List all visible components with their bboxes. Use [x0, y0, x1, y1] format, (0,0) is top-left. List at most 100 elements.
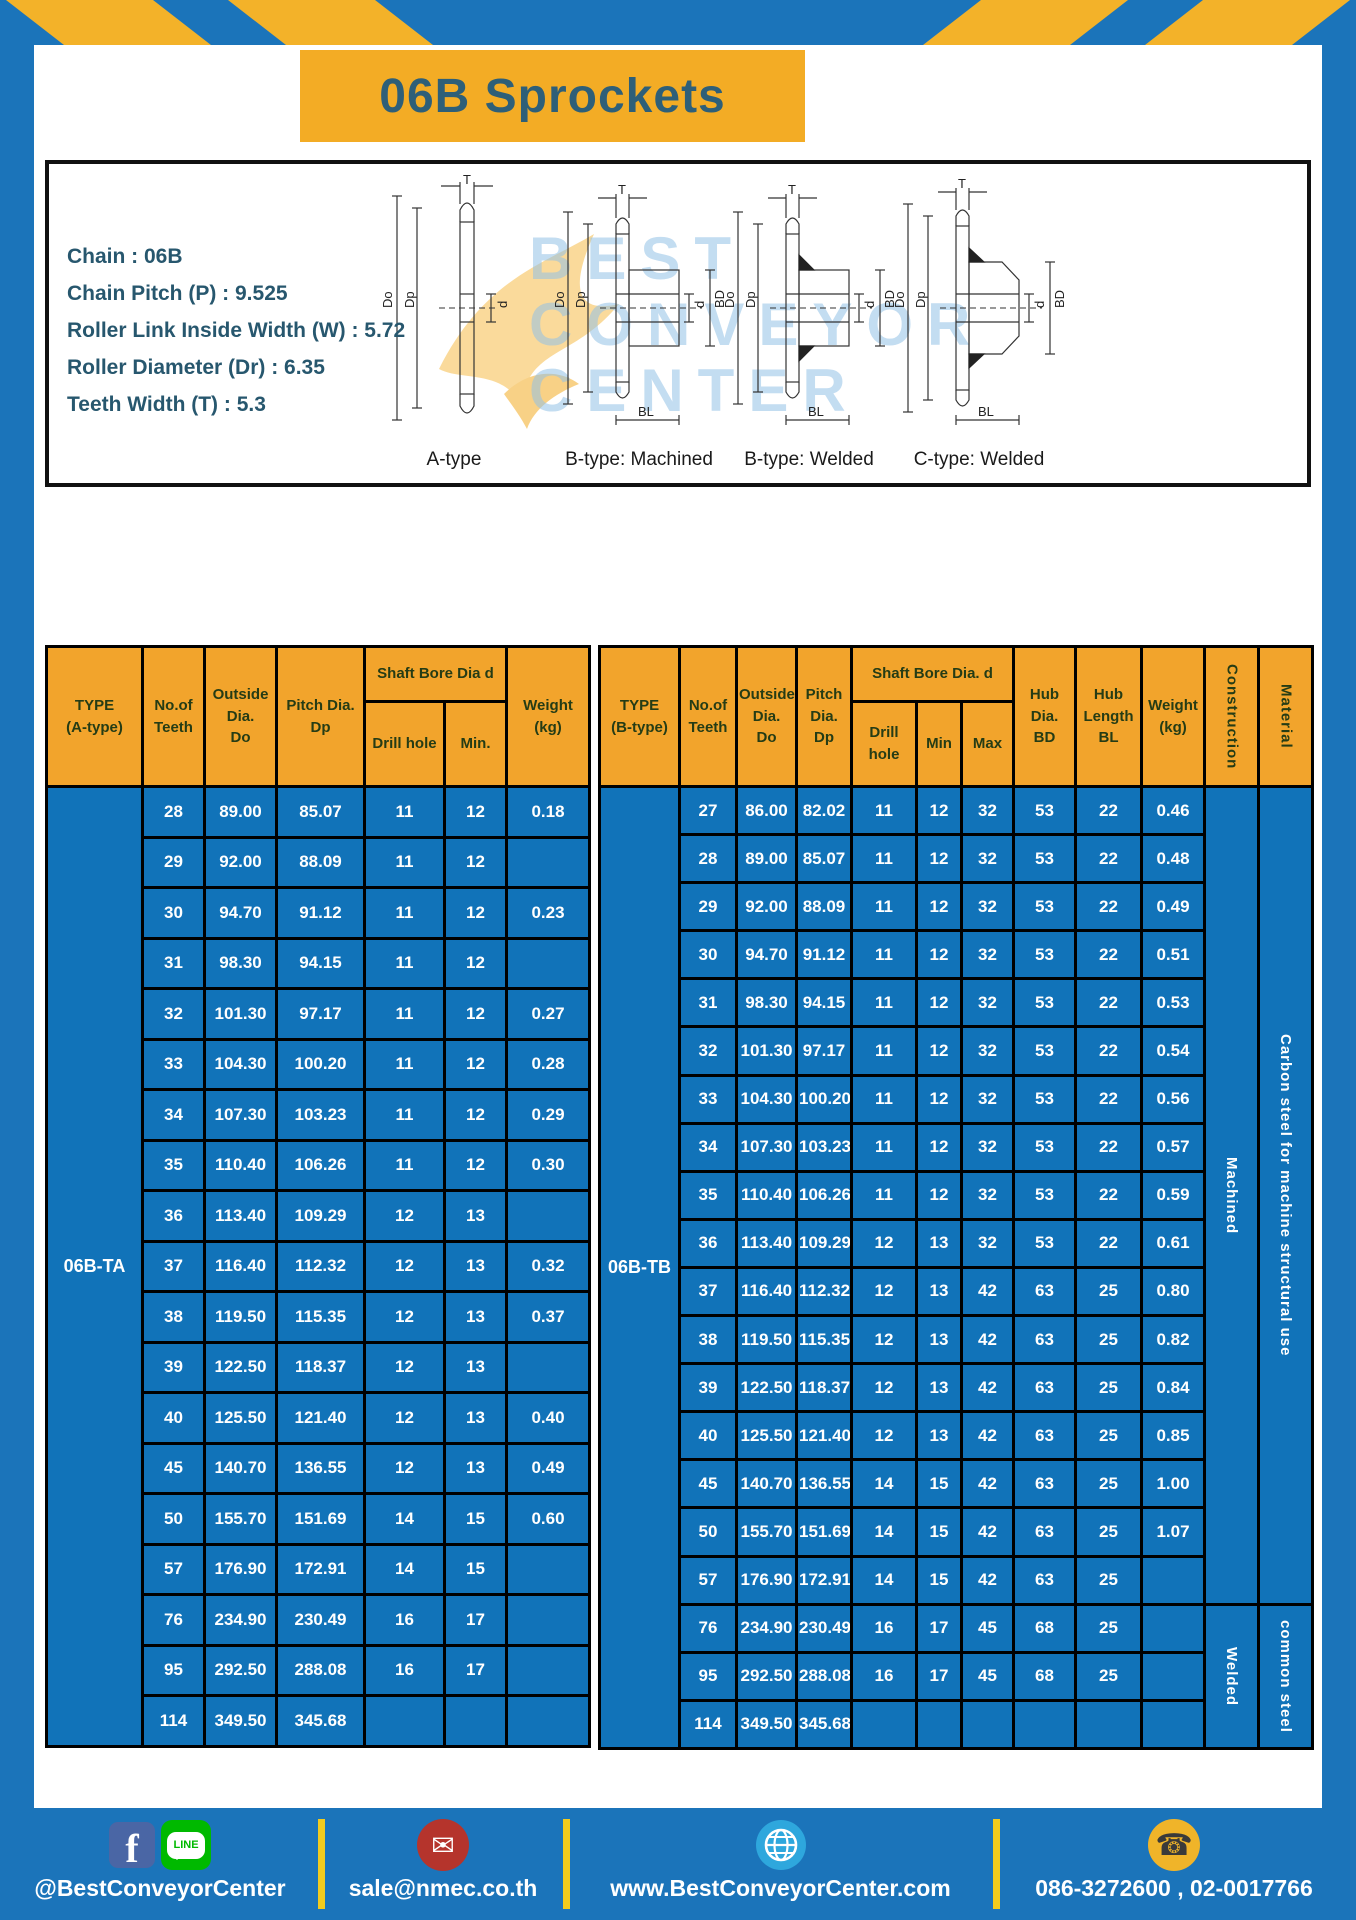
footer-divider — [563, 1819, 570, 1909]
table-cell: 12 — [915, 1025, 963, 1077]
table-cell: 11 — [850, 977, 918, 1029]
column-header-pitch-dia: Pitch Dia. Dp — [275, 645, 366, 788]
table-cell: 103.23 — [795, 1121, 853, 1173]
table-cell: 91.12 — [795, 929, 853, 981]
dim-label-dp: Dp — [573, 291, 588, 308]
table-cell: 32 — [960, 1073, 1015, 1125]
table-cell: 13 — [443, 1340, 508, 1394]
table-cell: 45 — [141, 1441, 206, 1495]
dim-label-dp: Dp — [402, 291, 417, 308]
table-cell: 345.68 — [275, 1694, 366, 1748]
table-cell: 116.40 — [203, 1239, 278, 1293]
table-cell — [505, 936, 591, 990]
table-row: 06B-TB 27 86.00 82.02 11 12 32 53 22 0.46 Machined… — [598, 784, 1314, 1750]
table-cell: 53 — [1012, 1073, 1077, 1125]
table-cell: 30 — [678, 929, 738, 981]
sprocket-table-b-type: TYPE (B-type) No.of Teeth Outside Dia. D… — [598, 645, 1314, 1750]
table-cell: 22 — [1074, 1121, 1143, 1173]
table-cell: 63 — [1012, 1314, 1077, 1366]
table-cell: 121.40 — [795, 1410, 853, 1462]
table-cell: 22 — [1074, 929, 1143, 981]
table-cell: 12 — [915, 784, 963, 837]
table-cell: 53 — [1012, 1121, 1077, 1173]
table-row: 31 98.30 94.15 11 12 — [47, 936, 591, 990]
table-cell: 345.68 — [795, 1698, 853, 1750]
phone-icon: ☎ — [1148, 1819, 1200, 1871]
table-cell: 0.32 — [505, 1239, 591, 1293]
footer-divider — [318, 1819, 325, 1909]
chain-specs: Chain : 06B Chain Pitch (P) : 9.525 Roll… — [67, 238, 405, 423]
table-cell: 32 — [960, 1025, 1015, 1077]
table-cell: 0.18 — [505, 785, 591, 839]
column-header-weight: Weight (kg) — [1140, 645, 1206, 788]
table-cell: 122.50 — [203, 1340, 278, 1394]
table-cell: 0.29 — [505, 1088, 591, 1142]
table-cell: 13 — [915, 1410, 963, 1462]
table-cell: 106.26 — [275, 1138, 366, 1192]
header-row: TYPE (B-type) No.of Teeth Outside Dia. D… — [598, 645, 1314, 788]
diagram-c-type-welded: Do Dp T d BD BL C-type: Welded — [892, 174, 1067, 476]
table-cell: 63 — [1012, 1458, 1077, 1510]
table-cell: 109.29 — [795, 1217, 853, 1269]
table-cell: Carbon steel for machine structural use — [1257, 785, 1314, 1606]
table-cell — [505, 1542, 591, 1596]
dim-label-do: Do — [724, 291, 737, 308]
table-cell: 12 — [850, 1362, 918, 1414]
table-cell: 0.23 — [505, 886, 591, 940]
table-cell: 16 — [850, 1650, 918, 1702]
table-cell: 22 — [1074, 881, 1143, 933]
table-cell: 25 — [1074, 1602, 1143, 1654]
table-cell: 34 — [678, 1121, 738, 1173]
dim-label-bl: BL — [808, 404, 824, 419]
table-row: 37 116.40 112.32 12 13 42 63 25 0.80 — [600, 1265, 1313, 1318]
social-contact: f LINE @BestConveyorCenter — [0, 1816, 320, 1902]
dim-label-bl: BL — [638, 404, 654, 419]
table-cell: 136.55 — [795, 1458, 853, 1510]
table-row: 57 176.90 172.91 14 15 — [47, 1542, 591, 1596]
table-cell: Welded — [1203, 1602, 1260, 1750]
table-row: 33 104.30 100.20 11 12 32 53 22 0.56 — [600, 1073, 1313, 1125]
table-row: 95 292.50 288.08 16 17 — [47, 1643, 591, 1697]
table-cell: 14 — [850, 1506, 918, 1558]
table-cell: 115.35 — [275, 1290, 366, 1344]
table-cell: 11 — [850, 1073, 918, 1125]
table-cell: 12 — [915, 929, 963, 981]
table-row: 50 155.70 151.69 14 15 42 63 25 1.07 — [600, 1506, 1313, 1558]
table-row: 06B-TA 28 89.00 85.07 11 12 0.18 — [45, 785, 591, 1748]
table-cell: 234.90 — [735, 1602, 798, 1654]
table-cell: 42 — [960, 1458, 1015, 1510]
dim-label-do: Do — [894, 291, 907, 308]
table-cell: 125.50 — [203, 1391, 278, 1445]
table-cell: 91.12 — [275, 886, 366, 940]
table-cell: 0.82 — [1140, 1314, 1206, 1366]
table-cell: 95 — [141, 1643, 206, 1697]
table-cell: 22 — [1074, 1169, 1143, 1221]
table-cell — [1074, 1698, 1143, 1750]
table-cell: 06B-TA — [45, 785, 144, 1748]
table-cell: 0.40 — [505, 1391, 591, 1445]
table-cell: 38 — [678, 1314, 738, 1366]
table-cell: 25 — [1074, 1458, 1143, 1510]
table-cell: 0.56 — [1140, 1073, 1206, 1125]
spec-line: Roller Diameter (Dr) : 6.35 — [67, 356, 325, 379]
table-row: 30 94.70 91.12 11 12 32 53 22 0.51 — [600, 929, 1313, 981]
table-cell: 53 — [1012, 833, 1077, 885]
table-row: 40 125.50 121.40 12 13 0.40 — [47, 1391, 591, 1445]
table-cell: 136.55 — [275, 1441, 366, 1495]
corner-stripe — [923, 0, 1128, 45]
table-row: 38 119.50 115.35 12 13 0.37 — [47, 1290, 591, 1344]
table-cell — [505, 835, 591, 889]
table-cell: 12 — [363, 1189, 446, 1243]
table-cell: 113.40 — [203, 1189, 278, 1243]
table-cell: 97.17 — [795, 1025, 853, 1077]
table-row: 30 94.70 91.12 11 12 0.23 — [47, 886, 591, 940]
table-cell — [1140, 1554, 1206, 1606]
table-cell: 16 — [850, 1602, 918, 1654]
table-cell: 112.32 — [795, 1265, 853, 1318]
table-cell: 32 — [960, 929, 1015, 981]
table-cell: 176.90 — [203, 1542, 278, 1596]
table-cell — [960, 1698, 1015, 1750]
table-cell: 32 — [960, 1217, 1015, 1269]
table-cell: 85.07 — [275, 785, 366, 839]
table-cell: 32 — [960, 784, 1015, 837]
